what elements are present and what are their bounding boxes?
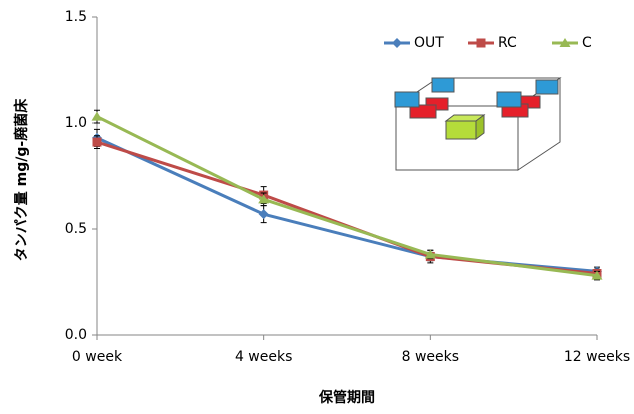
legend-label: OUT (414, 35, 444, 51)
legend-label: RC (498, 35, 517, 51)
legend-marker (392, 38, 402, 48)
x-axis-label: 保管期間 (318, 389, 375, 406)
x-tick-label: 4 weeks (235, 349, 292, 365)
marker (92, 112, 103, 121)
series-line (97, 138, 597, 272)
y-tick-label: 0.5 (65, 221, 87, 237)
legend-label: C (582, 35, 592, 51)
series-line (97, 117, 597, 276)
inset-diagram (395, 78, 560, 170)
y-tick-label: 1.0 (65, 115, 87, 131)
marker (259, 209, 269, 219)
y-tick-label: 1.5 (65, 9, 87, 25)
legend-marker (477, 39, 486, 48)
series-line (97, 142, 597, 273)
x-tick-label: 8 weeks (402, 349, 459, 365)
y-axis-label: タンパク量 mg/g-廃菌床 (13, 98, 30, 261)
page: {"chart_data": {"type": "line", "y_label… (0, 0, 634, 414)
x-tick-label: 12 weeks (564, 349, 630, 365)
x-tick-label: 0 week (72, 349, 123, 365)
y-tick-label: 0.0 (65, 327, 87, 343)
marker (93, 138, 102, 147)
chart: タンパク量 mg/g-廃菌床 保管期間 0.0 0.5 1.0 1.5 0 week 4 … (0, 0, 634, 410)
